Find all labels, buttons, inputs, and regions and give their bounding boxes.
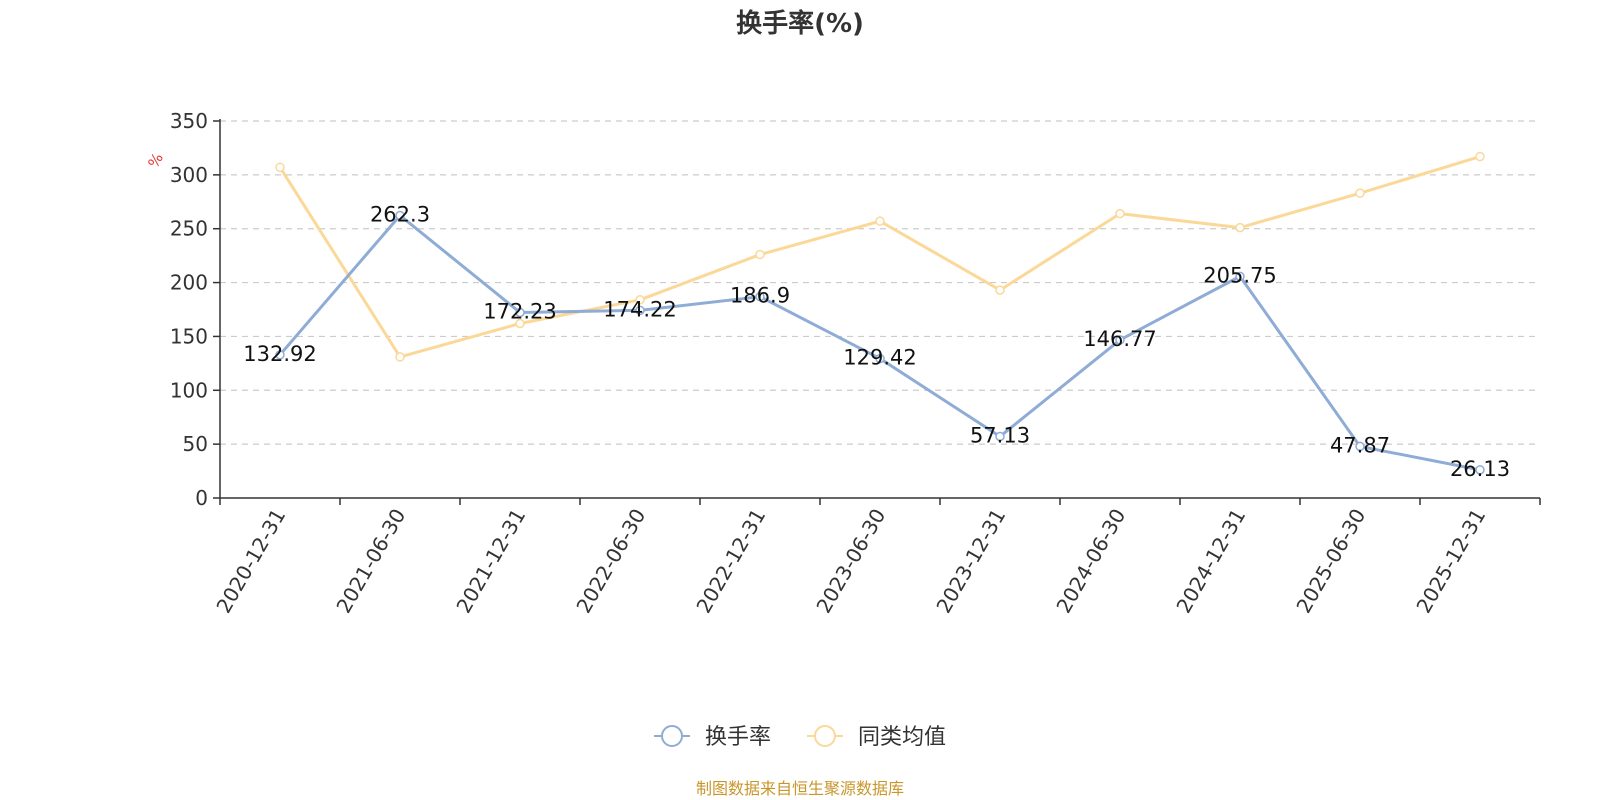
data-point [635, 305, 645, 316]
series-line-turnover [278, 213, 1481, 472]
data-point [1115, 335, 1125, 345]
data-point [995, 285, 1005, 295]
data-point [875, 353, 885, 364]
data-label: 57.13 [970, 423, 1030, 447]
x-tick-label: 2024-12-31 [1171, 505, 1250, 618]
data-point [275, 162, 285, 173]
data-point [1355, 188, 1365, 198]
data-point [875, 216, 885, 226]
legend-circle-icon [814, 725, 836, 747]
data-point [1475, 465, 1485, 475]
data-label: 129.42 [843, 346, 916, 370]
y-tick-label: 250 [170, 217, 208, 241]
y-axis-unit-label: % [144, 150, 167, 171]
data-label: 174.22 [603, 297, 676, 321]
x-tick-label: 2022-06-30 [571, 505, 650, 618]
data-point [1235, 271, 1245, 282]
series-layer [275, 151, 1485, 475]
x-tick-label: 2020-12-31 [211, 505, 290, 618]
data-point [1355, 441, 1365, 452]
y-tick-label: 300 [170, 163, 208, 187]
x-tick-label: 2025-06-30 [1291, 505, 1370, 618]
data-label: 47.87 [1330, 433, 1390, 457]
data-point [515, 318, 525, 329]
x-tick-label: 2024-06-30 [1051, 505, 1130, 618]
data-point [1115, 208, 1125, 219]
x-tick-label: 2021-12-31 [451, 505, 530, 618]
legend-label: 同类均值 [858, 725, 946, 750]
y-tick-label: 350 [170, 109, 208, 133]
data-source-note: 制图数据来自恒生聚源数据库 [696, 779, 904, 798]
legend-label: 换手率 [705, 725, 771, 750]
data-label: 262.3 [370, 202, 430, 226]
y-tick-label: 100 [170, 378, 208, 402]
legend: 换手率 同类均值 [654, 725, 946, 750]
grid-lines [220, 120, 1540, 445]
x-tick-label: 2025-12-31 [1411, 505, 1490, 618]
data-point [1235, 222, 1245, 233]
x-tick-label: 2023-12-31 [931, 505, 1010, 618]
legend-circle-icon [661, 725, 683, 747]
data-point [755, 291, 765, 302]
y-tick-label: 200 [170, 271, 208, 295]
data-label: 132.92 [243, 342, 316, 366]
data-point [755, 249, 765, 260]
legend-item: 同类均值 [807, 725, 946, 750]
y-tick-label: 50 [183, 432, 208, 456]
data-point [515, 307, 525, 318]
data-point [395, 210, 405, 221]
data-point [395, 352, 405, 362]
data-labels: 132.92 262.3 172.23 174.22 186.9 129.42 57.13 1… [243, 202, 1510, 480]
data-point [635, 295, 645, 305]
y-tick-label: 150 [170, 324, 208, 348]
chart-title: 换手率(%) [736, 8, 864, 39]
x-tick-label: 2021-06-30 [331, 505, 410, 618]
legend-item: 换手率 [654, 725, 771, 750]
data-point [275, 350, 285, 360]
data-point [1475, 151, 1485, 162]
data-label: 146.77 [1083, 327, 1156, 351]
data-label: 205.75 [1203, 263, 1276, 287]
y-tick-label: 0 [195, 486, 208, 510]
data-label: 172.23 [483, 299, 556, 323]
x-tick-label: 2022-12-31 [691, 505, 770, 618]
data-label: 26.13 [1450, 457, 1510, 481]
data-point [995, 431, 1005, 442]
series-line-peer-average [278, 155, 1481, 359]
x-tick-label: 2023-06-30 [811, 505, 890, 618]
data-label: 186.9 [730, 284, 790, 308]
